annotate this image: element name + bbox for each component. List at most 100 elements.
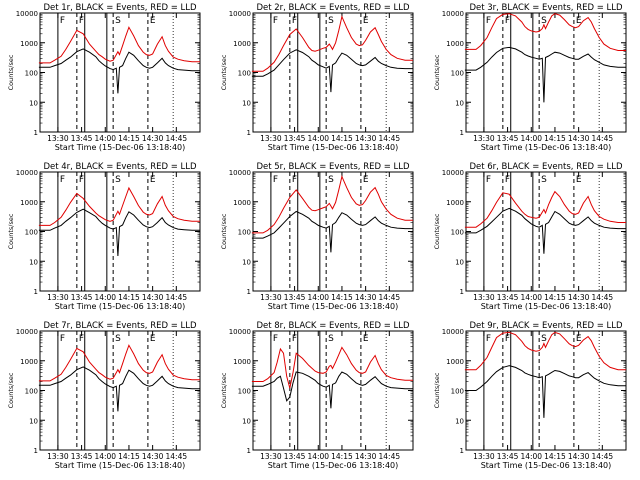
y-tick-label: 10000 [442, 10, 464, 18]
plot-frame [252, 12, 414, 133]
y-tick-label: 1000 [233, 40, 251, 48]
y-axis-label: Counts/sec [433, 213, 441, 249]
y-tick-label: 1000 [446, 358, 464, 366]
x-tick-label: 14:00 [307, 452, 329, 461]
x-tick-label: 13:45 [497, 452, 519, 461]
chart-panel-9: Det 9r, BLACK = Events, RED = LLD F S E F 1 10… [433, 321, 627, 470]
y-tick-label: 100 [238, 70, 251, 78]
x-tick-label: 14:15 [544, 452, 566, 461]
y-tick-label: 1 [460, 288, 464, 296]
x-tick-label: 14:00 [520, 452, 542, 461]
y-tick-label: 1 [34, 129, 38, 137]
y-tick-label: 10 [242, 99, 251, 107]
y-tick-label: 100 [25, 70, 38, 78]
x-tick-label: 14:15 [331, 293, 353, 302]
x-tick-label: 14:15 [331, 452, 353, 461]
marker-label-f-left: F [273, 16, 278, 26]
y-tick-label: 100 [451, 229, 464, 237]
series-lld-line [464, 190, 626, 228]
x-tick-label: 14:00 [94, 134, 116, 143]
marker-label-f-left: F [273, 334, 278, 344]
y-tick-label: 1 [247, 129, 251, 137]
marker-label-f-left: F [486, 175, 491, 185]
y-tick-label: 1000 [20, 40, 38, 48]
marker-label-s: S [541, 334, 547, 344]
x-tick-label: 13:45 [497, 293, 519, 302]
chart-title: Det 9r, BLACK = Events, RED = LLD [469, 321, 623, 331]
x-tick-label: 14:00 [520, 293, 542, 302]
marker-label-f: F [79, 334, 84, 344]
y-tick-label: 10 [455, 99, 464, 107]
marker-label-f: F [505, 334, 510, 344]
y-tick-label: 10000 [16, 10, 38, 18]
y-tick-label: 1 [247, 447, 251, 455]
marker-label-e: E [576, 175, 582, 185]
marker-label-s: S [541, 16, 547, 26]
marker-label-s: S [115, 175, 121, 185]
x-axis-label: Start Time (15-Dec-06 13:18:40) [55, 302, 186, 311]
y-tick-label: 1000 [446, 199, 464, 207]
x-tick-label: 14:00 [520, 134, 542, 143]
marker-label-f: F [292, 334, 297, 344]
marker-label-s: S [115, 334, 121, 344]
x-tick-label: 14:15 [118, 293, 140, 302]
chart-panel-8: Det 8r, BLACK = Events, RED = LLD F S E F 1 10… [220, 321, 414, 470]
x-tick-label: 14:45 [379, 134, 401, 143]
marker-label-f: F [292, 175, 297, 185]
marker-label-f-left: F [60, 334, 65, 344]
x-tick-label: 14:30 [568, 452, 590, 461]
y-tick-label: 10000 [229, 10, 251, 18]
plot-frame [252, 171, 414, 292]
y-tick-label: 10 [242, 258, 251, 266]
y-tick-label: 100 [451, 388, 464, 396]
series-events-line [38, 208, 200, 257]
x-tick-label: 14:15 [331, 134, 353, 143]
x-tick-label: 13:45 [284, 134, 306, 143]
plot-frame [465, 171, 627, 292]
series-lld-line [251, 175, 413, 234]
y-axis-label: Counts/sec [7, 372, 15, 408]
y-axis-label: Counts/sec [7, 54, 15, 90]
marker-label-s: S [328, 16, 334, 26]
x-tick-label: 14:30 [355, 134, 377, 143]
series-events-line [464, 207, 626, 254]
x-axis-label: Start Time (15-Dec-06 13:18:40) [268, 461, 399, 470]
marker-label-f: F [505, 175, 510, 185]
y-tick-label: 1000 [20, 199, 38, 207]
chart-title: Det 1r, BLACK = Events, RED = LLD [43, 3, 197, 13]
chart-title: Det 4r, BLACK = Events, RED = LLD [43, 162, 197, 172]
y-tick-label: 10000 [16, 328, 38, 336]
plot-frame [465, 330, 627, 451]
x-axis-label: Start Time (15-Dec-06 13:18:40) [481, 143, 612, 152]
x-tick-label: 13:30 [47, 293, 69, 302]
x-tick-label: 14:00 [94, 293, 116, 302]
x-tick-label: 14:45 [379, 293, 401, 302]
x-tick-label: 14:15 [118, 134, 140, 143]
x-axis-label: Start Time (15-Dec-06 13:18:40) [481, 461, 612, 470]
x-tick-label: 14:00 [307, 293, 329, 302]
x-tick-label: 14:30 [568, 134, 590, 143]
y-tick-label: 1 [247, 288, 251, 296]
x-tick-label: 13:30 [260, 134, 282, 143]
x-tick-label: 14:45 [379, 452, 401, 461]
x-tick-label: 14:30 [142, 134, 164, 143]
series-events-line [251, 371, 413, 409]
chart-title: Det 6r, BLACK = Events, RED = LLD [469, 162, 623, 172]
x-tick-label: 13:30 [47, 452, 69, 461]
y-tick-label: 1 [34, 288, 38, 296]
series-events-line [251, 49, 413, 93]
x-tick-label: 14:15 [544, 293, 566, 302]
y-axis-label: Counts/sec [220, 54, 228, 90]
x-tick-label: 14:30 [355, 293, 377, 302]
x-tick-label: 14:00 [94, 452, 116, 461]
marker-label-s: S [328, 334, 334, 344]
plot-frame [252, 330, 414, 451]
y-tick-label: 100 [451, 70, 464, 78]
marker-label-e: E [150, 334, 156, 344]
x-tick-label: 13:45 [71, 134, 93, 143]
y-axis-label: Counts/sec [220, 213, 228, 249]
series-events-line [464, 365, 626, 418]
y-axis-label: Counts/sec [220, 372, 228, 408]
marker-label-e: E [150, 175, 156, 185]
x-axis-label: Start Time (15-Dec-06 13:18:40) [55, 461, 186, 470]
